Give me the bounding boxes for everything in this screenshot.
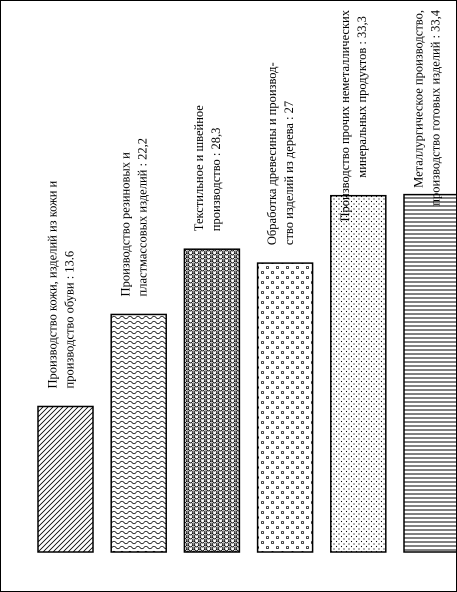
bar-label: Текстильное и швейное bbox=[192, 105, 206, 231]
bar-label: Производство кожи, изделий из кожи и bbox=[45, 180, 59, 388]
bar bbox=[110, 313, 167, 553]
bar bbox=[37, 405, 94, 553]
bar-label: Производство прочих неметаллических bbox=[338, 9, 352, 221]
bar-label: производство обуви : 13.6 bbox=[62, 251, 76, 389]
bar bbox=[403, 193, 457, 553]
bar bbox=[330, 194, 387, 553]
bar-label: производство : 28,3 bbox=[209, 128, 223, 232]
bar-label: Производство резиновых и bbox=[119, 152, 133, 297]
bar-label: пластмассовых изделий : 22,2 bbox=[136, 138, 150, 296]
bar-label: Обработка древесины и производ- bbox=[265, 62, 279, 245]
bar-label: минеральных продуктов : 33,3 bbox=[355, 16, 369, 178]
bar-label: производство готовых изделий : 33,4 bbox=[428, 9, 442, 205]
bar-label: ство изделий из дерева : 27 bbox=[282, 101, 296, 245]
bar bbox=[256, 262, 314, 553]
bar bbox=[183, 248, 241, 553]
bar-label: Металлургическое производство, bbox=[411, 10, 425, 188]
